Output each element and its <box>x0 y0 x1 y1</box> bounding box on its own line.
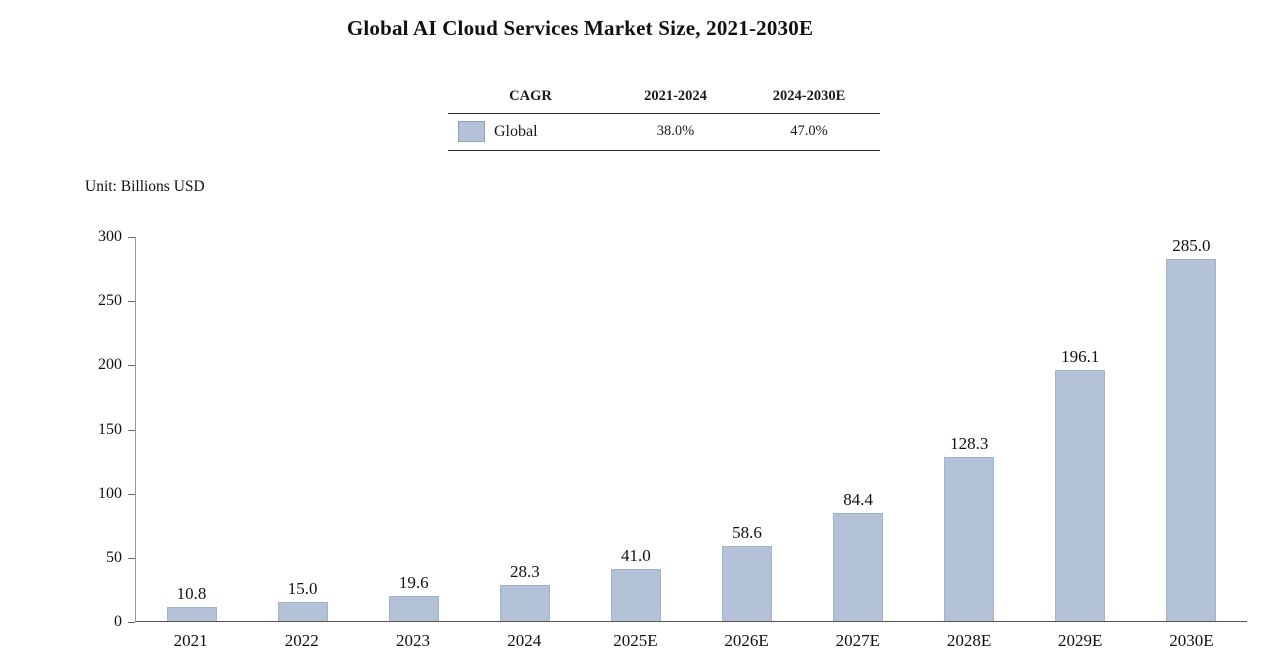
x-axis-labels: 2021 2022 2023 2024 2025E 2026E 2027E 2028E 2029… <box>135 631 1247 651</box>
y-axis-tick-mark-100 <box>128 493 135 495</box>
x-axis-label-2029E: 2029E <box>1058 631 1103 650</box>
x-axis-label-2030E: 2030E <box>1169 631 1214 650</box>
bar-2024 <box>499 584 550 621</box>
x-axis-label-2022: 2022 <box>284 631 319 650</box>
cagr-value-2024-2030: 47.0% <box>737 113 880 151</box>
bar-value-label-2030E: 285.0 <box>1172 236 1211 255</box>
cagr-value-2021-2024: 38.0% <box>613 113 738 151</box>
y-axis-tick-mark-250 <box>128 301 135 303</box>
bar-group-2023: 19.6 <box>358 237 469 621</box>
cagr-header-cell: CAGR <box>448 82 614 114</box>
bar-value-label-2022: 15.0 <box>287 578 318 598</box>
bar-value-label-2026E: 58.6 <box>732 523 762 542</box>
y-axis-tick-label-100: 100 <box>98 484 122 502</box>
bar-group-2030E: 285.0 <box>1136 237 1247 621</box>
y-axis-tick-mark-200 <box>128 365 135 367</box>
series-label: Global <box>494 122 538 140</box>
bar-2026E <box>722 546 773 621</box>
bar-group-2025E: 41.0 <box>580 237 691 621</box>
bar-2023 <box>388 595 439 621</box>
cagr-table-row-global: Global 38.0% 47.0% <box>448 113 880 151</box>
bar-group-2026E: 58.6 <box>691 237 802 621</box>
bar-2021 <box>166 607 217 621</box>
x-axis-label-2025E: 2025E <box>613 631 658 650</box>
bar-2028E <box>944 456 995 621</box>
bar-2029E <box>1055 370 1106 621</box>
x-axis-label-2027E: 2027E <box>835 631 881 650</box>
y-axis-tick-label-50: 50 <box>106 548 122 566</box>
bar-value-label-2028E: 128.3 <box>950 433 989 453</box>
y-axis-tick-label-0: 0 <box>114 613 122 630</box>
bar-value-label-2023: 19.6 <box>398 572 429 592</box>
x-axis-label-2021: 2021 <box>173 631 208 650</box>
chart-title: Global AI Cloud Services Market Size, 20… <box>346 16 814 40</box>
x-axis-label-2026E: 2026E <box>724 631 769 650</box>
bar-group-2022: 15.0 <box>247 237 358 621</box>
bar-group-2024: 28.3 <box>469 237 580 621</box>
cagr-period-1-header: 2021-2024 <box>613 82 738 114</box>
bar-2022 <box>277 601 328 621</box>
bar-group-2029E: 196.1 <box>1025 237 1136 621</box>
bar-2030E <box>1166 259 1217 621</box>
cagr-period-2-header: 2024-2030E <box>737 82 880 114</box>
unit-label: Unit: Billions USD <box>85 178 205 195</box>
bar-value-label-2025E: 41.0 <box>621 545 651 565</box>
y-axis-tick-label-200: 200 <box>98 356 122 374</box>
bar-group-2027E: 84.4 <box>803 237 914 621</box>
y-axis-tick-label-150: 150 <box>98 420 122 438</box>
bar-value-label-2024: 28.3 <box>509 561 540 581</box>
x-axis-label-2024: 2024 <box>507 631 542 650</box>
y-axis-tick-mark-50 <box>128 557 135 559</box>
bar-group-2021: 10.8 <box>136 237 247 621</box>
global-series-swatch-icon <box>458 121 485 142</box>
bar-group-2028E: 128.3 <box>914 237 1025 621</box>
bar-value-label-2029E: 196.1 <box>1061 347 1100 366</box>
cagr-table: CAGR 2021-2024 2024-2030E Global 38.0% 4… <box>448 82 880 151</box>
cagr-table-header-row: CAGR 2021-2024 2024-2030E <box>448 82 880 114</box>
y-axis-tick-mark-0 <box>128 622 135 623</box>
y-axis-tick-label-300: 300 <box>98 228 122 245</box>
y-axis-tick-mark-150 <box>128 429 135 431</box>
bar-value-label-2021: 10.8 <box>176 584 207 604</box>
y-axis-tick-mark-300 <box>128 237 135 238</box>
x-axis-label-2028E: 2028E <box>946 631 992 650</box>
bar-2025E <box>610 568 661 621</box>
bar-value-label-2027E: 84.4 <box>843 489 873 509</box>
bar-2027E <box>833 512 884 621</box>
x-axis-label-2023: 2023 <box>396 631 430 650</box>
bar-chart: 10.8 15.0 19.6 28.3 41.0 58.6 84.4 128.3 196.1 28… <box>0 225 1264 665</box>
y-axis-tick-label-250: 250 <box>98 292 122 310</box>
plot-area: 10.8 15.0 19.6 28.3 41.0 58.6 84.4 128.3 196.1 28… <box>135 237 1247 622</box>
